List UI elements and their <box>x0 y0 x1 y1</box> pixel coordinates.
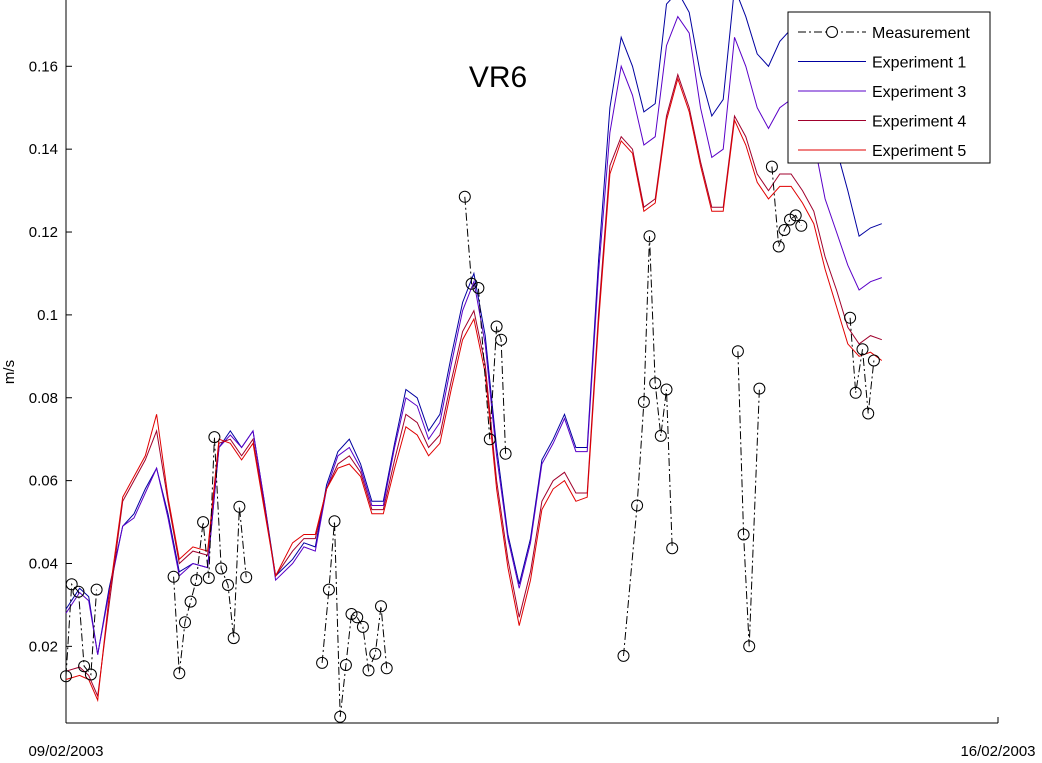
measurement-point <box>78 660 91 673</box>
axes <box>65 0 998 724</box>
measurement-point <box>789 209 802 222</box>
measurement-point <box>637 395 650 408</box>
measurement-point <box>643 230 656 243</box>
measurement-point <box>753 382 766 395</box>
measurement-line <box>464 196 507 454</box>
measurement-point <box>90 583 103 596</box>
measurement-point <box>465 277 478 290</box>
y-tick-label: 0.14 <box>29 141 58 158</box>
measurement-point <box>184 595 197 608</box>
measurement-point <box>84 668 97 681</box>
measurement-point <box>72 585 85 598</box>
measurement-line <box>849 317 875 414</box>
y-tick-label: 0.02 <box>29 638 58 655</box>
y-tick-label: 0.16 <box>29 58 58 75</box>
series-line-experiment-2 <box>65 15 882 655</box>
measurement-point <box>240 571 253 584</box>
measurement-point <box>849 386 862 399</box>
legend-marker-measurement <box>826 26 838 38</box>
legend-box <box>787 11 991 164</box>
measurement-point <box>167 570 180 583</box>
measurement-point <box>215 562 228 575</box>
y-ticks: 0.02 0.04 0.06 0.08 0.1 0.12 0.14 0.16 <box>29 58 72 655</box>
measurement-point <box>844 311 857 324</box>
measurement-point <box>328 515 341 528</box>
measurement-line <box>737 351 760 647</box>
measurement-point <box>731 345 744 358</box>
measurement-point <box>654 429 667 442</box>
measurement-point <box>339 659 352 671</box>
measurement-point <box>60 670 72 683</box>
measurement-point <box>208 431 221 444</box>
measurement-point <box>190 574 203 587</box>
y-axis-label: m/s <box>1 360 18 384</box>
measurement-point <box>737 528 750 541</box>
legend-label: Experiment 3 <box>872 84 966 101</box>
measurement-point <box>197 516 210 529</box>
measurement-point <box>490 320 503 333</box>
measurement-point <box>202 572 215 584</box>
measurement-point <box>649 377 662 390</box>
measurement-line <box>173 437 247 674</box>
measurement-point <box>233 500 246 513</box>
measurement-point <box>227 632 240 645</box>
legend: Measurement Experiment 1 Experiment 3 Exper… <box>787 11 991 164</box>
measurement-point <box>660 383 673 396</box>
measurement-point <box>666 542 679 555</box>
measurement-point <box>495 333 508 346</box>
series-line-experiment-3 <box>65 72 882 698</box>
measurement-point <box>65 578 78 591</box>
legend-label: Measurement <box>872 25 970 42</box>
measurement-point <box>772 240 785 253</box>
y-tick-label: 0.08 <box>29 390 58 407</box>
x-tick-label: 16/02/2003 <box>960 743 1035 760</box>
measurement-point <box>179 616 191 629</box>
measurement-point <box>356 620 369 633</box>
measurement-point <box>222 579 234 591</box>
measurement-point <box>322 583 335 596</box>
measurement-point <box>795 219 808 232</box>
measurement-point <box>472 282 485 294</box>
measurement-point <box>375 600 387 613</box>
measurement-point <box>765 160 778 173</box>
measurement-point <box>862 407 875 420</box>
measurement-point <box>369 647 382 660</box>
legend-label: Experiment 5 <box>872 143 966 160</box>
measurement-point <box>483 433 496 446</box>
measurement-point <box>345 608 358 620</box>
series-layer <box>60 0 883 723</box>
measurement-point <box>856 343 869 356</box>
measurement-point <box>173 667 186 680</box>
measurement-point <box>778 224 791 236</box>
measurement-line <box>321 521 388 717</box>
measurement-line <box>65 582 98 677</box>
y-tick-label: 0.12 <box>29 224 58 241</box>
measurement-point <box>867 354 880 367</box>
measurement-point <box>380 662 393 675</box>
legend-label: Experiment 4 <box>872 114 966 131</box>
y-tick-label: 0.1 <box>37 307 58 324</box>
x-tick-label: 09/02/2003 <box>28 743 103 760</box>
x-ticks: 09/02/2003 16/02/2003 <box>28 717 1036 760</box>
legend-label: Experiment 1 <box>872 55 966 72</box>
measurement-point <box>334 710 347 723</box>
measurement-point <box>362 664 375 677</box>
measurement-point <box>351 611 364 624</box>
measurement-point <box>743 640 756 653</box>
y-tick-label: 0.04 <box>29 555 58 572</box>
measurement-point <box>617 649 630 662</box>
chart-title: VR6 <box>469 61 527 94</box>
measurement-point <box>458 190 471 203</box>
measurement-point <box>316 656 329 669</box>
measurement-point <box>631 499 644 512</box>
y-tick-label: 0.06 <box>29 473 58 490</box>
measurement-line <box>623 236 673 656</box>
measurement-point <box>499 447 512 460</box>
series-line-experiment-4 <box>65 76 883 703</box>
